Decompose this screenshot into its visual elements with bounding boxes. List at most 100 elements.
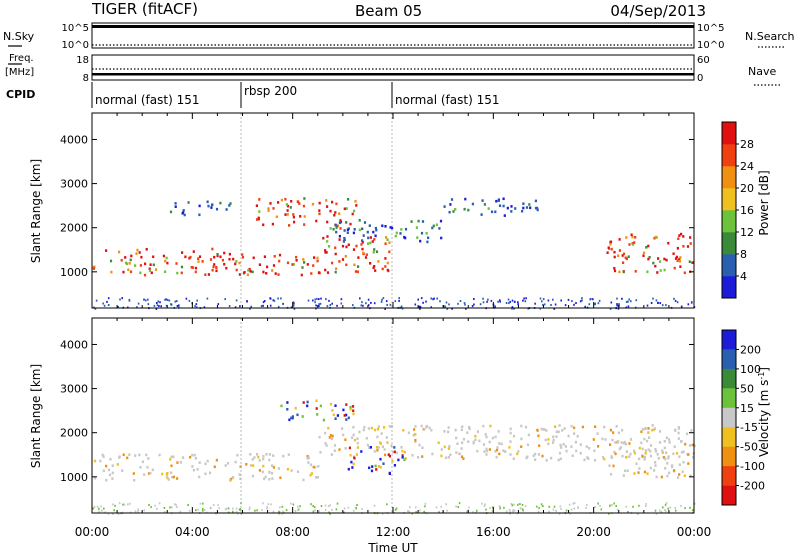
scatter-cell <box>421 220 425 223</box>
scatter-cell <box>379 457 382 461</box>
scatter-cell <box>384 242 387 245</box>
scatter-cell <box>665 258 668 262</box>
scatter-cell <box>663 446 666 450</box>
scatter-cell <box>588 303 591 306</box>
scatter-cell <box>92 507 95 510</box>
scatter-cell <box>336 304 338 307</box>
scatter-cell <box>672 252 675 255</box>
scatter-cell <box>101 509 103 512</box>
scatter-cell <box>175 262 178 265</box>
scatter-cell <box>234 460 237 464</box>
scatter-cell <box>689 242 692 245</box>
scatter-cell <box>513 503 515 506</box>
station-title: TIGER (fitACF) <box>91 0 198 18</box>
colorbar-swatch <box>722 349 736 370</box>
colorbar-swatch <box>722 485 736 506</box>
scatter-cell <box>663 508 666 511</box>
scatter-cell <box>499 505 501 508</box>
scatter-cell <box>315 476 318 479</box>
power-colorbar: 4 8 12 16 20 24 28 <box>721 121 754 299</box>
scatter-cell <box>609 504 611 507</box>
scatter-cell <box>352 462 355 466</box>
scatter-cell <box>213 465 216 469</box>
scatter-cell <box>225 266 228 270</box>
scatter-cell <box>432 224 435 228</box>
scatter-cell <box>263 300 266 302</box>
scatter-cell <box>235 260 238 263</box>
scatter-cell <box>502 197 505 201</box>
scatter-cell <box>499 300 501 303</box>
scatter-cell <box>673 266 676 270</box>
scatter-cell <box>160 305 162 308</box>
scatter-cell <box>95 299 98 302</box>
scatter-cell <box>664 503 667 506</box>
scatter-cell <box>657 301 659 304</box>
scatter-cell <box>343 238 346 241</box>
scatter-cell <box>286 408 289 411</box>
scatter-cell <box>571 454 574 457</box>
scatter-cell <box>338 260 341 263</box>
freq-tick-top: 18 <box>76 55 89 66</box>
scatter-cell <box>349 222 352 226</box>
scatter-cell <box>439 219 443 223</box>
scatter-cell <box>311 202 315 206</box>
scatter-cell <box>211 247 214 251</box>
scatter-cell <box>306 404 309 408</box>
scatter-cell <box>171 475 174 479</box>
scatter-cell <box>457 506 460 508</box>
scatter-cell <box>430 297 432 300</box>
scatter-cell <box>352 412 355 416</box>
scatter-cell <box>140 255 143 259</box>
scatter-cell <box>558 451 562 455</box>
scatter-cell <box>513 307 515 310</box>
x-tick-label: 12:00 <box>376 525 411 539</box>
scatter-cell <box>404 227 408 231</box>
scatter-cell <box>458 452 461 456</box>
scatter-cell <box>463 302 466 305</box>
scatter-cell <box>329 504 331 507</box>
scatter-cell <box>529 206 532 210</box>
scatter-cell <box>145 248 148 251</box>
scatter-cell <box>147 472 151 475</box>
scatter-cell <box>559 505 562 508</box>
scatter-cell <box>577 506 579 509</box>
scatter-cell <box>350 460 353 464</box>
scatter-cell <box>344 438 347 441</box>
scatter-cell <box>301 266 304 269</box>
scatter-cell <box>272 510 275 513</box>
scatter-cell <box>262 454 265 458</box>
scatter-cell <box>322 236 325 240</box>
scatter-cell <box>494 435 497 439</box>
scatter-cell <box>376 449 379 452</box>
scatter-cell <box>557 430 560 434</box>
scatter-cell <box>571 300 573 303</box>
scatter-cell <box>193 453 196 457</box>
scatter-cell <box>235 507 238 510</box>
x-tick-label: 20:00 <box>576 525 611 539</box>
scatter-cell <box>521 503 524 506</box>
scatter-cell <box>466 431 469 434</box>
scatter-cell <box>269 297 271 300</box>
scatter-cell <box>257 455 260 459</box>
scatter-cell <box>201 260 204 263</box>
power-colorbar-label: Power [dB] <box>757 170 771 235</box>
scatter-cell <box>381 267 384 271</box>
scatter-cell <box>565 509 568 512</box>
scatter-cell <box>103 304 106 307</box>
scatter-cell <box>161 472 164 476</box>
scatter-cell <box>267 209 270 212</box>
velocity-ylabel: Slant Range [km] <box>29 364 43 468</box>
scatter-cell <box>675 452 679 455</box>
scatter-cell <box>447 426 450 429</box>
scatter-cell <box>361 239 364 242</box>
scatter-cell <box>510 502 513 505</box>
scatter-cell <box>342 433 345 437</box>
scatter-cell <box>239 477 242 481</box>
power-x-ticks <box>91 113 695 308</box>
scatter-cell <box>413 428 416 431</box>
scatter-cell <box>316 259 319 263</box>
colorbar-swatch <box>722 166 736 189</box>
scatter-cell <box>628 243 631 246</box>
scatter-cell <box>277 305 280 308</box>
scatter-cell <box>136 306 138 309</box>
